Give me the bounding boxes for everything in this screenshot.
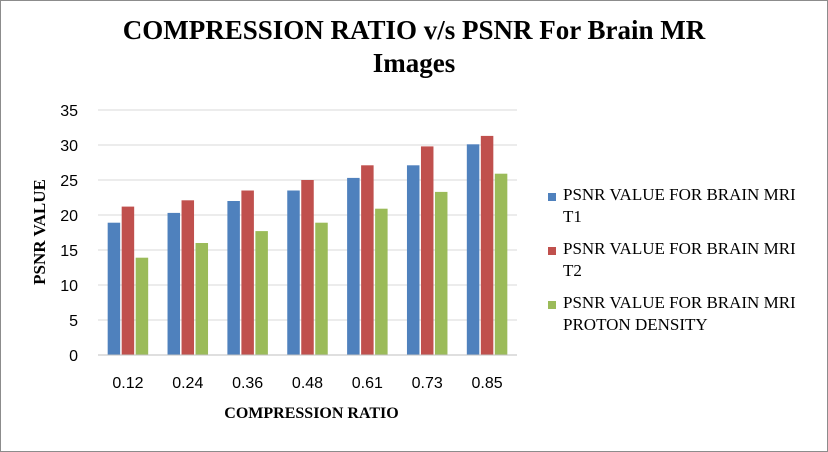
legend-item-proton-density: PSNR VALUE FOR BRAIN MRI PROTON DENSITY — [548, 292, 818, 336]
chart-legend: PSNR VALUE FOR BRAIN MRI T1 PSNR VALUE F… — [548, 184, 818, 346]
y-tick-label: 0 — [69, 348, 78, 365]
y-tick-label: 25 — [60, 173, 78, 190]
x-tick-label: 0.12 — [112, 375, 143, 392]
x-tick-label: 0.85 — [472, 375, 503, 392]
legend-swatch-t2 — [548, 247, 556, 255]
y-axis-title: PSNR VALUE — [30, 179, 49, 285]
y-tick-label: 10 — [60, 278, 78, 295]
x-tick-label: 0.73 — [412, 375, 443, 392]
bar-proton-density — [375, 208, 388, 355]
y-tick-label: 35 — [60, 103, 78, 120]
chart-title-line-2: Images — [372, 48, 456, 78]
bar-proton-density — [494, 173, 508, 355]
bar-t1 — [107, 222, 121, 355]
x-tick-label: 0.24 — [172, 375, 203, 392]
y-tick-label: 15 — [60, 243, 78, 260]
legend-swatch-t1 — [548, 193, 556, 201]
bar-t2 — [181, 200, 195, 355]
legend-label-proton-density: PSNR VALUE FOR BRAIN MRI PROTON DENSITY — [563, 293, 796, 334]
legend-item-t2: PSNR VALUE FOR BRAIN MRI T2 — [548, 238, 818, 282]
y-tick-label: 20 — [60, 208, 78, 225]
bar-proton-density — [195, 243, 209, 355]
x-axis-title: COMPRESSION RATIO — [224, 405, 398, 422]
bar-t1 — [287, 190, 300, 355]
legend-item-t1: PSNR VALUE FOR BRAIN MRI T1 — [548, 184, 818, 228]
chart-title-line-1: COMPRESSION RATIO v/s PSNR For Brain MR — [122, 15, 706, 45]
bar-proton-density — [135, 257, 149, 355]
bar-t2 — [121, 206, 135, 355]
bar-proton-density — [315, 222, 328, 355]
x-tick-label: 0.48 — [292, 375, 323, 392]
bar-proton-density — [255, 231, 268, 355]
x-tick-label: 0.36 — [232, 375, 263, 392]
bar-t2 — [301, 180, 314, 355]
bar-t1 — [167, 212, 181, 355]
bar-t1 — [466, 144, 480, 355]
bar-t2 — [241, 190, 254, 355]
bar-t1 — [227, 201, 240, 355]
legend-swatch-proton-density — [548, 301, 556, 309]
bar-t2 — [361, 165, 374, 355]
bar-t2 — [480, 135, 494, 355]
bar-t1 — [347, 177, 360, 355]
y-tick-label: 30 — [60, 138, 78, 155]
bar-t1 — [406, 165, 420, 355]
x-tick-label: 0.61 — [352, 375, 383, 392]
bar-t2 — [420, 146, 434, 355]
legend-label-t1: PSNR VALUE FOR BRAIN MRI T1 — [563, 185, 796, 226]
legend-label-t2: PSNR VALUE FOR BRAIN MRI T2 — [563, 239, 796, 280]
y-tick-label: 5 — [69, 313, 78, 330]
chart-title: COMPRESSION RATIO v/s PSNR For Brain MR … — [0, 14, 828, 80]
bar-proton-density — [434, 191, 448, 355]
